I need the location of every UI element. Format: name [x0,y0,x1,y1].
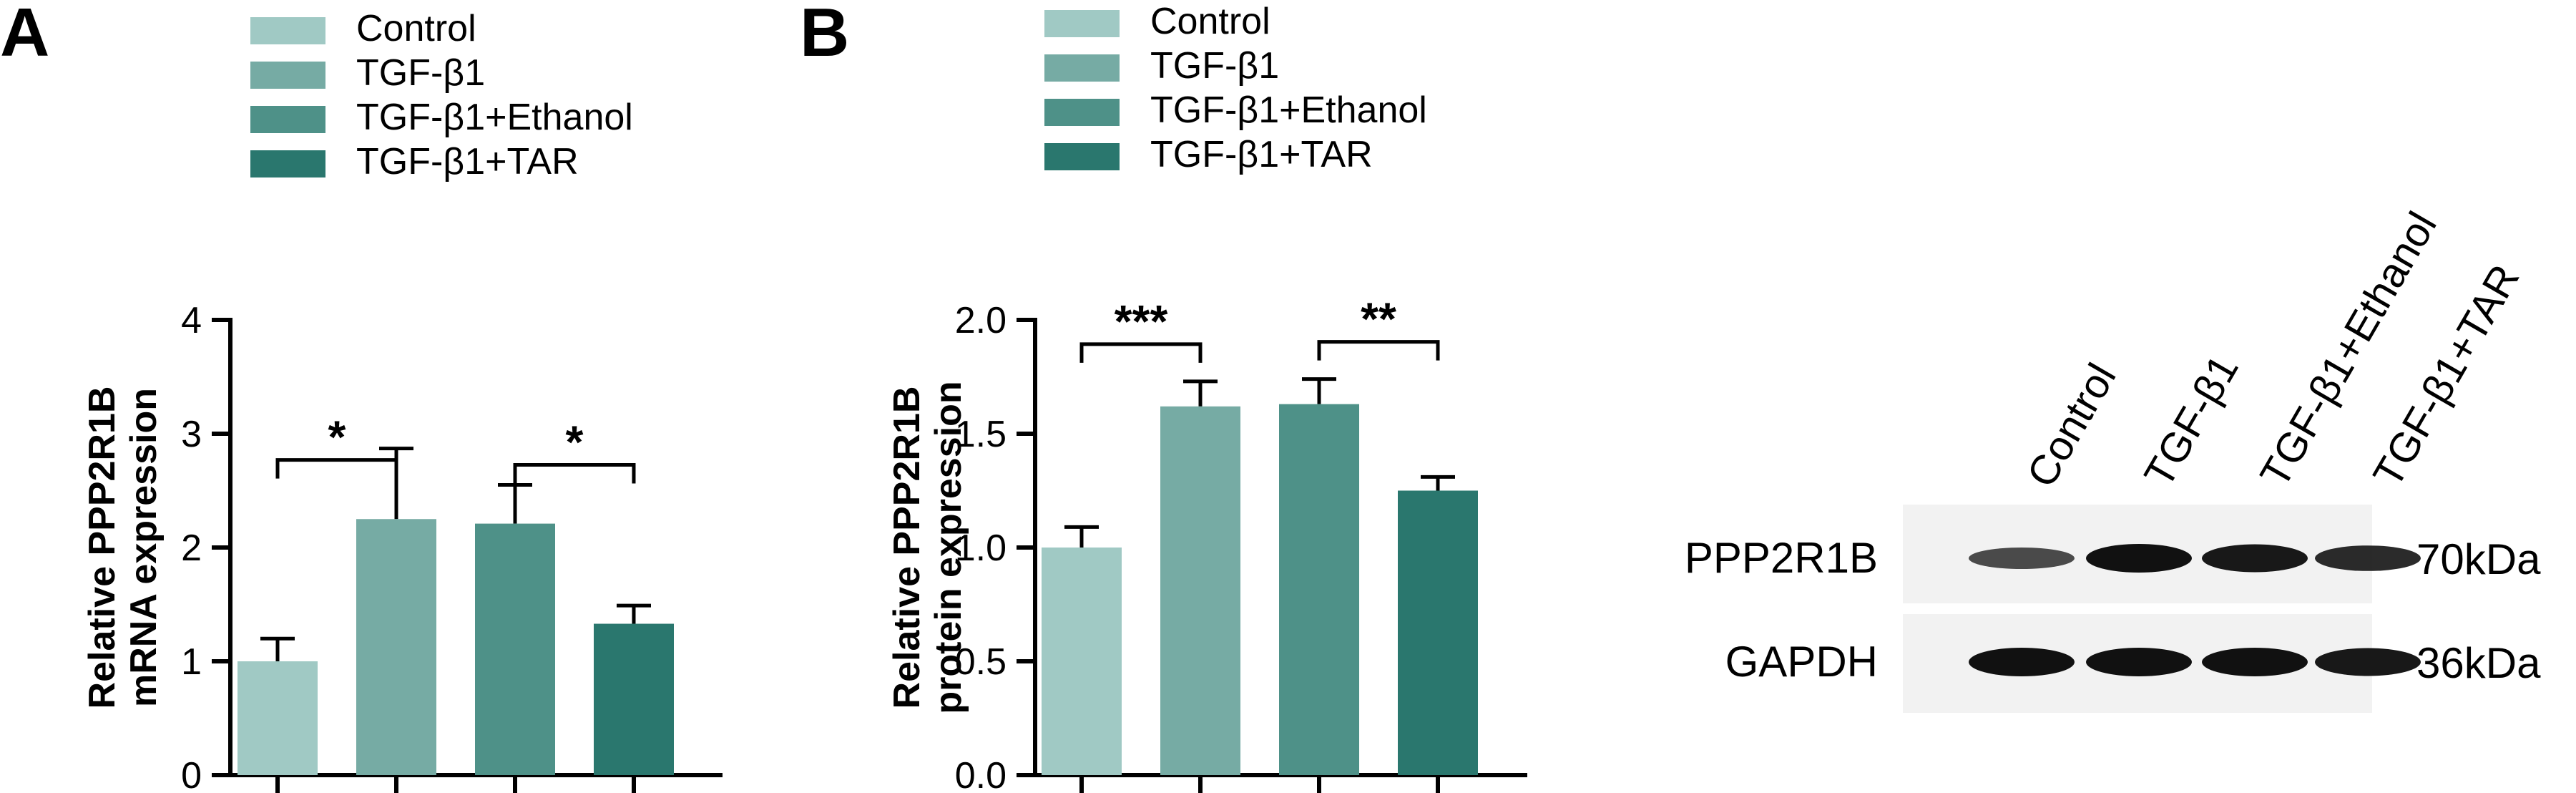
protein-label: GAPDH [1725,638,1878,686]
bar [1042,548,1122,775]
y-tick-label: 1.5 [955,414,1007,455]
bar [475,523,555,775]
legend-b-label-3: TGF-β1+TAR [1150,134,1373,175]
lane-label: Control [2018,356,2125,495]
blot-band [2202,648,2308,676]
legend-a-label-2: TGF-β1+Ethanol [356,97,633,138]
blot-band [1969,648,2075,676]
bar [356,519,436,775]
western-blot: Control TGF-β1 TGF-β1+EthanolTGF-β1+TARPPP… [1685,204,2541,713]
panel-letter-b: B [800,0,849,71]
bar [594,623,674,775]
bar [1398,490,1478,775]
legend-a-label-3: TGF-β1+TAR [356,141,579,183]
significance-bracket [513,463,636,484]
size-label: 70kDa [2416,535,2541,583]
legend-b-swatch-1 [1044,54,1120,82]
bar [237,661,318,775]
legend-a-label-0: Control [356,8,476,49]
significance-label: * [566,417,584,468]
y-tick-label: 2 [181,527,202,569]
y-tick-label: 2.0 [955,300,1007,341]
y-tick-label: 3 [181,414,202,455]
y-tick-label: 1 [181,641,202,683]
significance-bracket [275,458,398,479]
significance-label: *** [1115,296,1168,347]
y-tick-label: 0.0 [955,755,1007,793]
y-axis-title-line1: Relative PPP2R1B [886,386,928,709]
size-label: 36kDa [2416,639,2541,687]
lane-label: TGF-β1 [2135,347,2248,495]
legend-a-label-1: TGF-β1 [356,52,485,94]
significance-label: * [328,412,346,463]
legend-a-swatch-0 [250,17,325,44]
y-tick-label: 0.5 [955,641,1007,683]
bar [1279,404,1359,775]
legend-b-label-1: TGF-β1 [1150,45,1279,87]
blot-band [2086,544,2192,573]
y-tick-label: 1.0 [955,527,1007,569]
y-tick-label: 4 [181,300,202,341]
y-tick-label: 0 [181,755,202,793]
y-axis-title-line2: protein expression [928,381,969,714]
legend-b-swatch-0 [1044,10,1120,37]
blot-band [1969,547,2075,570]
y-axis-title-line2: mRNA expression [123,388,165,707]
bar [1160,406,1240,775]
legend-b-label-0: Control [1150,1,1270,42]
legend-b-label-2: TGF-β1+Ethanol [1150,89,1427,131]
legend-b-swatch-3 [1044,143,1120,170]
legend-a-swatch-1 [250,62,325,89]
significance-label: ** [1361,293,1396,345]
legend-a-swatch-2 [250,106,325,133]
significance-bracket [1317,340,1440,361]
blot-band [2086,648,2192,676]
blot-band [2202,544,2308,573]
legend-a-swatch-3 [250,150,325,177]
blot-band [2315,545,2421,571]
y-axis-title-line1: Relative PPP2R1B [82,386,123,709]
panel-letter-a: A [0,0,49,71]
protein-label: PPP2R1B [1685,534,1878,582]
significance-bracket [1079,342,1203,363]
chart-a: 0 1 2 3 4 * * Relative PPP2R1B mRNA expression [82,300,723,793]
legend-b-swatch-2 [1044,99,1120,126]
blot-band [2315,648,2421,676]
chart-b: 0.00.51.01.52.0 *** **Relative PPP2R1B prot… [886,293,1527,793]
